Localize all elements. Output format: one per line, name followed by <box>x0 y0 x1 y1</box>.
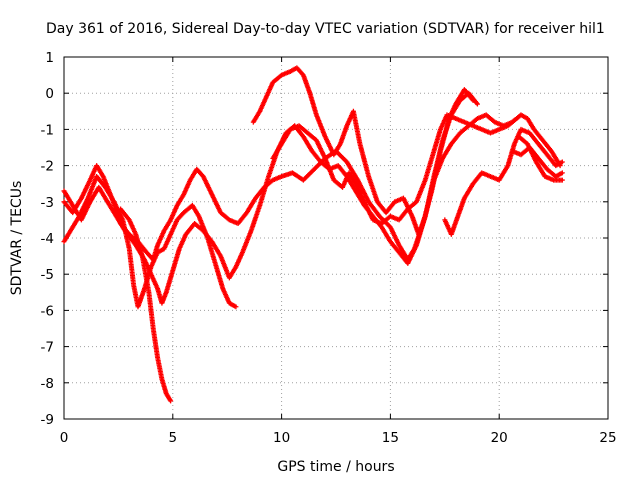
y-tick-label: -1 <box>41 122 54 138</box>
y-tick-label: 1 <box>45 50 54 66</box>
x-tick-label: 0 <box>60 430 69 446</box>
y-tick-label: -4 <box>41 231 54 247</box>
y-tick-label: -5 <box>41 267 54 283</box>
data-point <box>474 101 480 107</box>
y-tick-label: -3 <box>41 195 54 211</box>
y-tick-label: -8 <box>41 376 54 392</box>
chart-title: Day 361 of 2016, Sidereal Day-to-day VTE… <box>46 21 605 37</box>
series-track-6 <box>270 112 520 227</box>
x-tick-label: 15 <box>382 430 399 446</box>
x-tick-label: 10 <box>273 430 290 446</box>
data-point <box>514 116 520 122</box>
series-track-7 <box>442 126 565 237</box>
data-point <box>233 304 239 310</box>
data-points <box>61 65 565 404</box>
series-track-9 <box>516 134 565 183</box>
x-tick-label: 25 <box>599 430 616 446</box>
data-point <box>168 398 174 404</box>
series-track-3 <box>61 90 480 306</box>
y-tick-label: -6 <box>41 303 54 319</box>
data-point <box>559 159 565 165</box>
x-tick-label: 20 <box>491 430 508 446</box>
data-point <box>559 170 565 176</box>
x-axis-label: GPS time / hours <box>277 459 394 475</box>
y-tick-label: -2 <box>41 159 54 175</box>
y-tick-label: 0 <box>45 86 54 102</box>
data-point <box>559 177 565 183</box>
series-track-4 <box>118 206 174 404</box>
y-tick-label: -9 <box>41 412 54 428</box>
y-tick-label: -7 <box>41 340 54 356</box>
gridlines <box>64 57 608 419</box>
x-tick-label: 5 <box>169 430 178 446</box>
y-axis-label: SDTVAR / TECUs <box>9 181 25 296</box>
